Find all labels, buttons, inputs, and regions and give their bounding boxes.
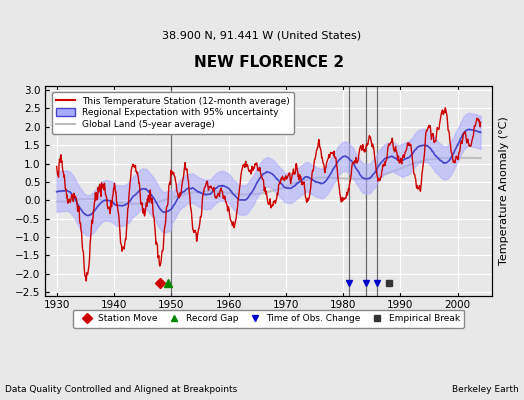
Legend: Station Move, Record Gap, Time of Obs. Change, Empirical Break: Station Move, Record Gap, Time of Obs. C…	[73, 310, 464, 328]
Text: Data Quality Controlled and Aligned at Breakpoints: Data Quality Controlled and Aligned at B…	[5, 385, 237, 394]
Text: 38.900 N, 91.441 W (United States): 38.900 N, 91.441 W (United States)	[162, 30, 362, 40]
Y-axis label: Temperature Anomaly (°C): Temperature Anomaly (°C)	[499, 117, 509, 266]
Text: Berkeley Earth: Berkeley Earth	[452, 385, 519, 394]
Title: NEW FLORENCE 2: NEW FLORENCE 2	[193, 55, 344, 70]
